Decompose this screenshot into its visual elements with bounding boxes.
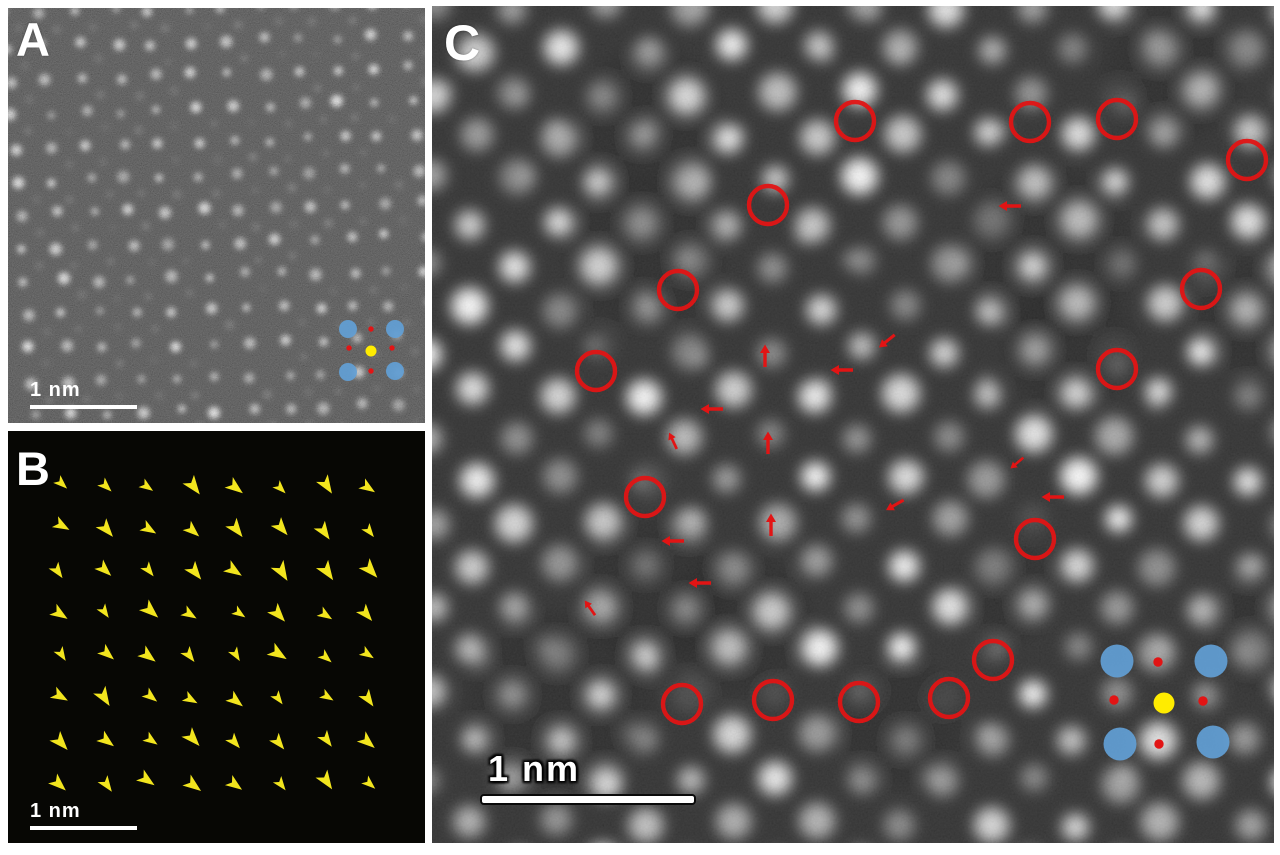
- panel-a-label: A: [16, 13, 50, 66]
- unit-cell-motif: [339, 320, 404, 381]
- panel-a-scale-bar: 1 nm: [30, 379, 137, 409]
- panel-c-stem-image-annotated: C 1 nm: [432, 6, 1274, 843]
- panel-b-polarization-map: B 1 nm: [8, 431, 425, 843]
- panel-b-label: B: [16, 442, 50, 495]
- panel-c-label: C: [444, 15, 481, 71]
- polarization-arrows: [48, 474, 378, 792]
- panel-c-scale-bar: 1 nm: [480, 748, 696, 805]
- panel-b-scale-bar: 1 nm: [30, 800, 137, 830]
- panel-b-arrow-map-svg: [48, 474, 378, 792]
- panel-c-micrograph-svg: [432, 6, 1274, 843]
- panel-c-scale-bar-line: [480, 794, 696, 805]
- defect-annotations: [574, 97, 1269, 726]
- panel-a-scale-bar-line: [30, 405, 137, 409]
- panel-a-stem-image: A 1 nm: [8, 8, 425, 423]
- panel-a-micrograph-svg: [8, 8, 425, 423]
- panel-b-scale-bar-label: 1 nm: [30, 800, 81, 822]
- unit-cell-motif: [1100, 644, 1230, 761]
- panel-c-scale-bar-label: 1 nm: [488, 748, 581, 789]
- panel-b-scale-bar-line: [30, 826, 137, 830]
- panel-a-scale-bar-label: 1 nm: [30, 379, 81, 401]
